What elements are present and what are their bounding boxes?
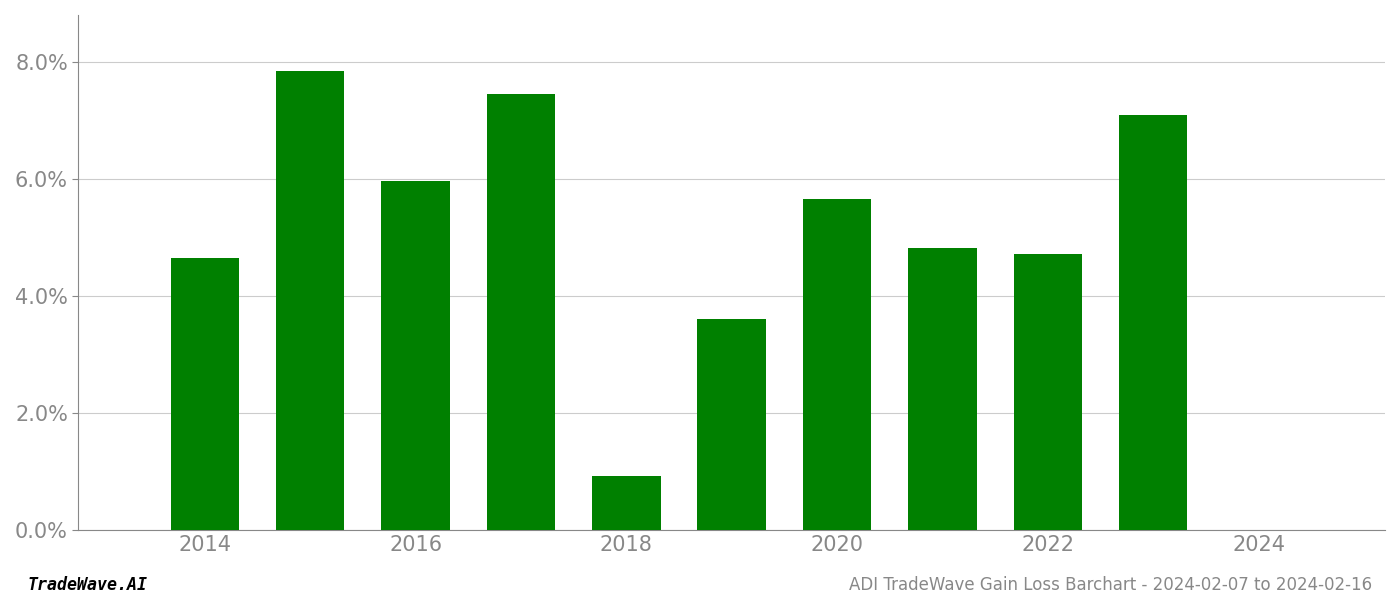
Bar [487, 94, 556, 530]
Bar [1119, 115, 1187, 530]
Bar [276, 71, 344, 530]
Bar [1014, 254, 1082, 530]
Bar [381, 181, 449, 530]
Bar [909, 248, 977, 530]
Text: TradeWave.AI: TradeWave.AI [28, 576, 148, 594]
Bar [802, 199, 871, 530]
Bar [697, 319, 766, 530]
Bar [171, 258, 239, 530]
Text: ADI TradeWave Gain Loss Barchart - 2024-02-07 to 2024-02-16: ADI TradeWave Gain Loss Barchart - 2024-… [848, 576, 1372, 594]
Bar [592, 476, 661, 530]
